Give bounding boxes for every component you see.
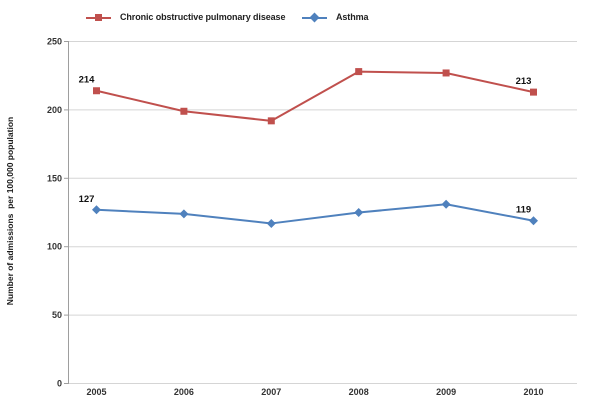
square-marker-icon	[180, 107, 188, 115]
diamond-marker-icon	[92, 205, 101, 215]
copd-square-marker-icon	[86, 13, 111, 22]
y-tick-label: 50	[52, 310, 62, 320]
square-marker-icon	[355, 68, 363, 76]
diamond-marker-icon	[179, 209, 189, 219]
x-tick-label: 2005	[86, 387, 106, 397]
x-tick-label: 2010	[523, 387, 543, 397]
gridlines	[64, 41, 577, 384]
y-tick-label: 250	[47, 37, 62, 47]
legend-label-copd: Chronic obstructive pulmonary disease	[120, 12, 286, 22]
diamond-marker-icon	[266, 218, 276, 228]
y-tick-label: 200	[47, 105, 62, 115]
y-axis-title: Number of admissions per 100,000 populat…	[5, 116, 15, 306]
data-labels: 214 213 127 119	[79, 75, 532, 216]
y-tick-label: 150	[47, 173, 62, 183]
diamond-marker-icon	[354, 208, 364, 217]
square-marker-icon	[442, 69, 450, 77]
series-line	[95, 203, 535, 225]
diamond-marker-icon	[529, 216, 538, 226]
legend-item-asthma: Asthma	[302, 11, 369, 23]
series-copd	[93, 68, 537, 125]
series-asthma	[92, 199, 538, 228]
y-tick-labels: 0 50 100 150 200 250	[47, 37, 62, 389]
x-tick-label: 2006	[174, 387, 194, 397]
data-label: 119	[516, 205, 531, 216]
x-tick-label: 2008	[349, 387, 369, 397]
x-tick-label: 2007	[261, 387, 281, 397]
asthma-diamond-marker-icon	[302, 12, 327, 22]
y-tick-label: 0	[57, 379, 62, 389]
data-label: 127	[79, 194, 95, 205]
square-marker-icon	[267, 117, 275, 125]
series-line	[95, 70, 535, 122]
legend-item-copd: Chronic obstructive pulmonary disease	[86, 11, 285, 23]
legend-label-asthma: Asthma	[336, 12, 369, 22]
x-tick-labels: 2005 2006 2007 2008 2009 2010	[86, 387, 543, 397]
data-label: 214	[79, 75, 96, 86]
data-label: 213	[516, 76, 532, 87]
square-marker-icon	[530, 88, 537, 96]
x-tick-label: 2009	[436, 387, 456, 397]
diamond-marker-icon	[441, 199, 451, 209]
y-tick-label: 100	[47, 242, 62, 252]
square-marker-icon	[93, 87, 100, 95]
